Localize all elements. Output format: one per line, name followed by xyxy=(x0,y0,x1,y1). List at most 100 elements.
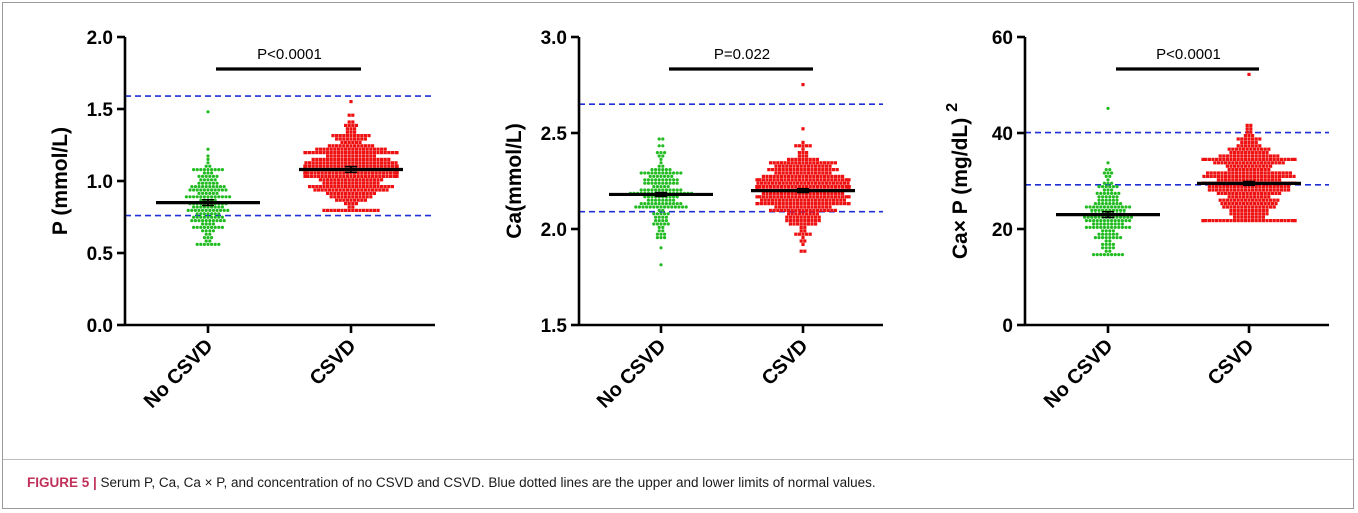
data-point-csvd xyxy=(801,147,805,151)
data-point-csvd xyxy=(801,127,805,131)
data-point-no-csvd xyxy=(1106,253,1110,257)
data-point-csvd xyxy=(1236,219,1240,223)
data-point-csvd xyxy=(826,185,830,189)
caption-label: FIGURE 5 | xyxy=(27,475,97,490)
data-point-csvd xyxy=(380,157,384,161)
data-point-csvd xyxy=(810,164,814,168)
data-point-csvd xyxy=(812,191,816,195)
data-point-csvd xyxy=(797,178,801,182)
data-point-no-csvd xyxy=(1108,168,1112,172)
data-point-no-csvd xyxy=(1111,246,1115,250)
significance-label: P<0.0001 xyxy=(1156,46,1221,63)
data-point-no-csvd xyxy=(184,195,188,199)
data-point-csvd xyxy=(830,208,834,212)
data-point-csvd xyxy=(817,164,821,168)
data-point-no-csvd xyxy=(1102,181,1106,185)
data-point-no-csvd xyxy=(1093,236,1097,240)
data-point-csvd xyxy=(1242,168,1246,172)
data-point-csvd xyxy=(369,185,373,189)
data-point-csvd xyxy=(1272,185,1276,189)
data-point-csvd xyxy=(799,168,803,172)
data-point-csvd xyxy=(776,161,780,165)
data-point-no-csvd xyxy=(677,205,681,209)
data-point-csvd xyxy=(363,144,367,148)
data-point-csvd xyxy=(304,164,308,168)
data-point-csvd xyxy=(1283,157,1287,161)
data-point-csvd xyxy=(781,168,785,172)
data-point-no-csvd xyxy=(1106,225,1110,229)
data-point-csvd xyxy=(815,174,819,178)
data-point-csvd xyxy=(1236,144,1240,148)
data-point-no-csvd xyxy=(213,178,217,182)
data-point-csvd xyxy=(783,195,787,199)
data-point-csvd xyxy=(794,191,798,195)
data-point-no-csvd xyxy=(655,205,660,209)
data-point-no-csvd xyxy=(659,222,663,226)
data-point-csvd xyxy=(772,174,776,178)
data-point-csvd xyxy=(1231,168,1235,172)
data-point-csvd xyxy=(796,222,800,226)
data-point-csvd xyxy=(803,202,807,206)
data-point-no-csvd xyxy=(204,181,208,185)
data-point-no-csvd xyxy=(1115,208,1119,212)
data-point-csvd xyxy=(315,151,319,155)
data-point-csvd xyxy=(1229,151,1233,155)
data-point-csvd xyxy=(1238,178,1242,182)
data-point-csvd xyxy=(799,239,803,243)
data-point-csvd xyxy=(815,157,819,161)
data-point-csvd xyxy=(1265,188,1269,192)
data-point-csvd xyxy=(347,147,351,151)
y-tick-label: 1.0 xyxy=(87,172,113,193)
data-point-csvd xyxy=(1224,174,1228,178)
data-point-csvd xyxy=(1243,164,1247,168)
data-point-csvd xyxy=(1243,151,1247,155)
data-point-no-csvd xyxy=(657,144,661,148)
data-point-csvd xyxy=(1238,191,1242,195)
data-point-csvd xyxy=(369,154,373,158)
data-point-csvd xyxy=(374,171,378,175)
data-point-csvd xyxy=(342,171,346,175)
data-point-no-csvd xyxy=(663,232,667,236)
data-point-no-csvd xyxy=(217,188,221,192)
data-point-csvd xyxy=(1245,130,1249,134)
data-point-no-csvd xyxy=(210,225,214,229)
data-point-csvd xyxy=(1240,198,1244,202)
data-point-csvd xyxy=(1201,219,1205,223)
data-point-csvd xyxy=(797,154,801,158)
data-point-csvd xyxy=(797,191,801,195)
data-point-no-csvd xyxy=(652,222,656,226)
data-point-csvd xyxy=(769,185,773,189)
data-point-csvd xyxy=(1240,215,1244,219)
data-point-no-csvd xyxy=(211,191,215,195)
data-point-no-csvd xyxy=(1108,174,1112,178)
data-point-csvd xyxy=(778,205,782,209)
data-point-no-csvd xyxy=(204,222,208,226)
data-point-csvd xyxy=(805,195,809,199)
data-point-csvd xyxy=(362,154,366,158)
data-point-csvd xyxy=(810,171,814,175)
data-point-no-csvd xyxy=(1099,222,1103,226)
data-point-csvd xyxy=(360,171,364,175)
data-point-csvd xyxy=(340,185,344,189)
data-point-csvd xyxy=(338,144,342,148)
data-point-csvd xyxy=(778,181,782,185)
data-point-csvd xyxy=(365,154,369,158)
data-point-no-csvd xyxy=(663,151,667,155)
data-point-csvd xyxy=(815,191,819,195)
data-point-csvd xyxy=(1267,202,1271,206)
data-point-csvd xyxy=(1261,212,1265,216)
data-point-csvd xyxy=(385,188,389,192)
data-point-no-csvd xyxy=(206,171,210,175)
data-point-csvd xyxy=(358,151,362,155)
data-point-no-csvd xyxy=(206,157,210,161)
data-point-csvd xyxy=(803,222,807,226)
data-point-no-csvd xyxy=(672,171,676,175)
data-point-csvd xyxy=(796,181,800,185)
data-point-no-csvd xyxy=(1101,195,1105,199)
data-point-csvd xyxy=(817,215,821,219)
data-point-csvd xyxy=(812,208,816,212)
data-point-csvd xyxy=(376,161,380,165)
data-point-no-csvd xyxy=(672,181,676,185)
data-point-no-csvd xyxy=(220,168,224,172)
data-point-csvd xyxy=(333,195,337,199)
